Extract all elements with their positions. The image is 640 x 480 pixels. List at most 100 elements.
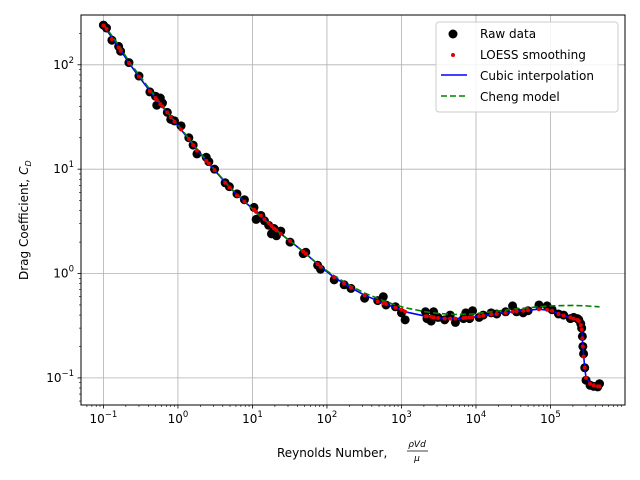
series-line-cheng-model	[102, 23, 600, 316]
point-raw-data	[378, 292, 388, 302]
point-loess-smoothing	[172, 119, 177, 124]
point-loess-smoothing	[582, 365, 587, 370]
legend-label-loess: LOESS smoothing	[480, 48, 586, 62]
point-loess-smoothing	[116, 45, 121, 50]
point-loess-smoothing	[348, 285, 353, 290]
point-loess-smoothing	[536, 307, 541, 312]
point-loess-smoothing	[342, 281, 347, 286]
point-raw-data	[276, 226, 286, 236]
x-tick-label: 103	[391, 410, 412, 426]
point-loess-smoothing	[580, 336, 585, 341]
point-loess-smoothing	[191, 143, 196, 148]
x-tick-label: 10−1	[90, 410, 118, 426]
point-loess-smoothing	[580, 344, 585, 349]
y-tick-label: 10−1	[46, 369, 74, 385]
point-loess-smoothing	[227, 185, 232, 190]
point-loess-smoothing	[579, 327, 584, 332]
point-loess-smoothing	[136, 74, 141, 79]
point-loess-smoothing	[362, 293, 367, 298]
point-loess-smoothing	[431, 315, 436, 320]
point-loess-smoothing	[258, 213, 263, 218]
x-tick-label: 100	[168, 410, 189, 426]
point-loess-smoothing	[206, 161, 211, 166]
x-axis-label-denominator: μ	[413, 454, 420, 464]
point-loess-smoothing	[436, 315, 441, 320]
point-loess-smoothing	[194, 148, 199, 153]
point-loess-smoothing	[154, 97, 159, 102]
point-loess-smoothing	[581, 354, 586, 359]
point-loess-smoothing	[597, 384, 602, 389]
point-loess-smoothing	[109, 37, 114, 42]
point-loess-smoothing	[234, 193, 239, 198]
point-loess-smoothing	[442, 316, 447, 321]
plot-frame	[80, 14, 626, 406]
legend-label-cheng: Cheng model	[480, 90, 560, 104]
point-loess-smoothing	[463, 315, 468, 320]
point-loess-smoothing	[147, 89, 152, 94]
point-loess-smoothing	[591, 383, 596, 388]
point-raw-data	[468, 306, 478, 316]
point-loess-smoothing	[453, 316, 458, 321]
point-loess-smoothing	[470, 315, 475, 320]
point-loess-smoothing	[104, 27, 109, 32]
y-axis-title: Drag Coefficient,CD	[17, 160, 33, 280]
point-loess-smoothing	[242, 199, 247, 204]
point-loess-smoothing	[274, 228, 279, 233]
point-loess-smoothing	[481, 313, 486, 318]
point-loess-smoothing	[556, 311, 561, 316]
legend: Raw data LOESS smoothing Cubic interpola…	[435, 21, 619, 113]
point-loess-smoothing	[212, 168, 217, 173]
point-loess-smoothing	[561, 313, 566, 318]
point-loess-smoothing	[204, 158, 209, 163]
point-loess-smoothing	[101, 23, 106, 28]
legend-marker-raw-data	[448, 29, 458, 39]
point-loess-smoothing	[332, 275, 337, 280]
legend-label-raw-data: Raw data	[480, 27, 536, 41]
point-loess-smoothing	[118, 48, 123, 53]
point-loess-smoothing	[467, 315, 472, 320]
point-loess-smoothing	[126, 61, 131, 66]
point-loess-smoothing	[494, 311, 499, 316]
axis-tick-labels: 10−1 100 101 102 103 104 105 10−1 100 101 102	[46, 56, 561, 426]
point-loess-smoothing	[489, 312, 494, 317]
point-loess-smoothing	[254, 209, 259, 214]
x-tick-label: 102	[317, 410, 338, 426]
point-loess-smoothing	[165, 110, 170, 115]
legend-box	[435, 21, 619, 113]
point-loess-smoothing	[477, 314, 482, 319]
y-axis-label: Drag Coefficient,CD	[17, 160, 33, 280]
legend-marker-loess	[451, 53, 455, 57]
x-axis-title: Reynolds Number, ρVd μ	[277, 440, 428, 464]
point-loess-smoothing	[303, 251, 308, 256]
point-loess-smoothing	[399, 307, 404, 312]
point-loess-smoothing	[168, 115, 173, 120]
axis-ticks	[77, 33, 622, 409]
point-raw-data	[450, 317, 460, 327]
point-loess-smoothing	[288, 239, 293, 243]
point-raw-data	[176, 121, 186, 131]
point-loess-smoothing	[278, 231, 283, 236]
x-axis-label-numerator: ρVd	[408, 440, 426, 450]
point-loess-smoothing	[403, 309, 408, 314]
point-loess-smoothing	[318, 264, 323, 269]
point-loess-smoothing	[568, 315, 573, 320]
point-loess-smoothing	[384, 302, 388, 307]
x-axis-label: Reynolds Number,	[277, 446, 387, 460]
point-loess-smoothing	[315, 262, 320, 267]
point-loess-smoothing	[223, 180, 228, 185]
point-loess-smoothing	[269, 224, 274, 229]
y-tick-label: 100	[53, 265, 74, 281]
point-loess-smoothing	[550, 308, 555, 313]
y-tick-label: 102	[53, 56, 74, 72]
x-tick-label: 101	[242, 410, 263, 426]
point-loess-smoothing	[266, 220, 271, 225]
point-loess-smoothing	[588, 381, 593, 386]
point-loess-smoothing	[571, 316, 576, 321]
point-loess-smoothing	[584, 375, 589, 380]
point-loess-smoothing	[578, 323, 583, 328]
point-loess-smoothing	[393, 305, 398, 310]
point-raw-data	[445, 310, 455, 320]
point-loess-smoothing	[576, 319, 581, 324]
point-loess-smoothing	[179, 127, 184, 132]
point-loess-smoothing	[545, 307, 550, 312]
